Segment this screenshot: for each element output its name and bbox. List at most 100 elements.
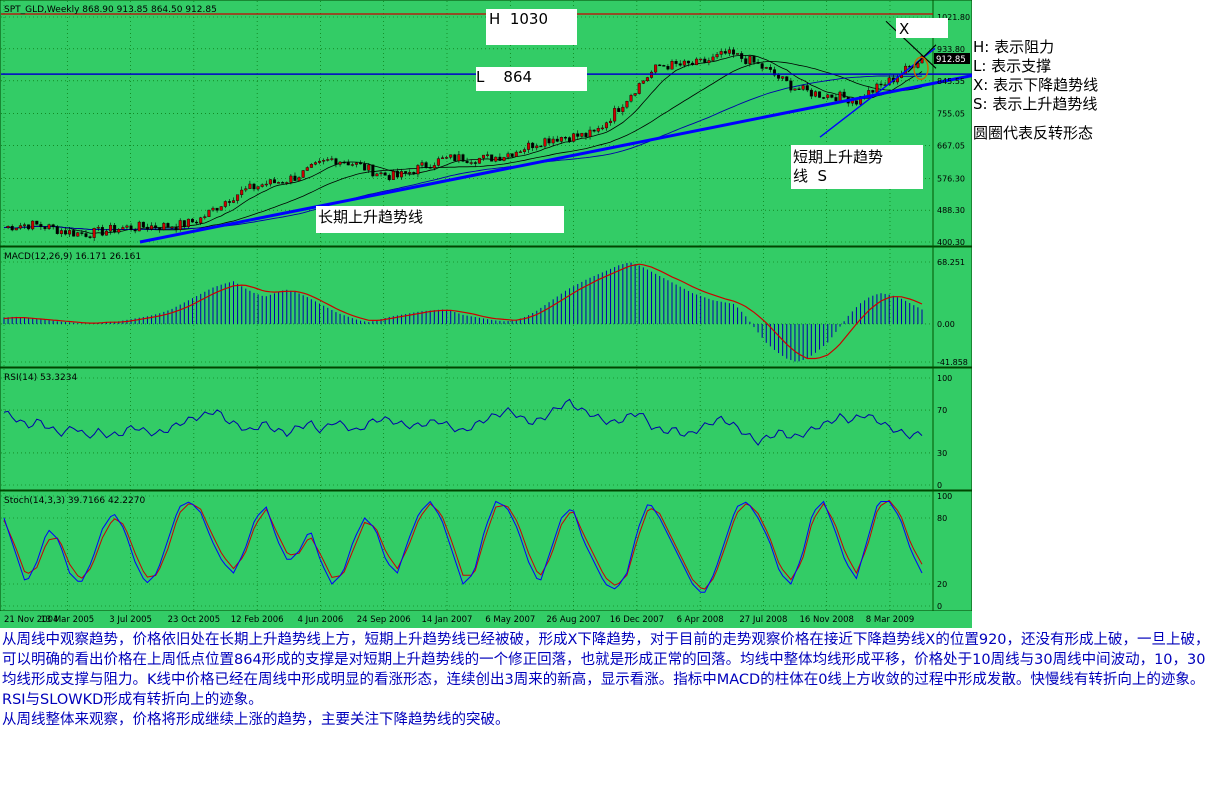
candle — [420, 160, 424, 169]
candle — [219, 206, 223, 211]
last-price-label: 912.85 — [936, 55, 966, 65]
candle — [256, 186, 260, 192]
candle — [719, 48, 723, 58]
candle — [711, 53, 715, 62]
long-trend-label-box — [316, 206, 564, 233]
candle — [477, 157, 481, 164]
candle — [264, 180, 268, 187]
candle — [441, 155, 445, 159]
candle — [59, 228, 63, 237]
date-tick-label: 21 Nov 2004 — [4, 615, 58, 625]
candle — [367, 163, 371, 174]
macd-tick-label: -41.858 — [937, 358, 968, 367]
candle — [342, 160, 346, 165]
candle — [244, 185, 248, 193]
candle — [96, 225, 100, 232]
candle — [223, 200, 227, 209]
candle — [162, 222, 166, 231]
legend-support: L: 表示支撑 — [973, 57, 1052, 75]
short-trend-label-2: 线 S — [793, 167, 827, 185]
candle — [55, 225, 59, 235]
candle — [14, 227, 18, 231]
candle — [490, 154, 494, 162]
candle — [768, 64, 772, 73]
stoch-d-line — [3, 499, 923, 590]
candle — [408, 169, 412, 177]
candle — [445, 155, 449, 160]
candle — [568, 136, 572, 143]
candle — [178, 218, 182, 232]
candle — [781, 76, 785, 82]
candle — [346, 159, 350, 166]
candle — [318, 158, 322, 165]
candle — [670, 59, 674, 70]
candle — [506, 151, 510, 160]
candle — [772, 66, 776, 77]
legend-resistance: H: 表示阻力 — [973, 38, 1055, 56]
candle — [752, 55, 756, 65]
candle — [154, 222, 158, 230]
candle — [834, 94, 838, 103]
candle — [654, 64, 658, 75]
candle — [584, 132, 588, 140]
candle — [43, 226, 47, 231]
candle — [703, 56, 707, 64]
candle — [645, 76, 649, 82]
candle — [354, 162, 358, 168]
macd-signal-line — [3, 263, 923, 360]
candle — [100, 224, 104, 237]
candle — [518, 149, 522, 153]
candle — [285, 181, 289, 186]
candle — [498, 153, 502, 161]
candle — [215, 207, 219, 213]
price-tick-label: 667.05 — [937, 141, 965, 150]
rsi-tick-label: 70 — [937, 406, 947, 415]
candle — [527, 140, 531, 153]
date-tick-label: 3 Jul 2005 — [109, 615, 152, 625]
candle — [629, 93, 633, 103]
price-panel-header: SPT_GLD,Weekly 868.90 913.85 864.50 912.… — [4, 5, 217, 15]
support-label: L 864 — [476, 68, 532, 86]
candle — [871, 89, 875, 95]
candle — [854, 100, 858, 106]
candle — [842, 88, 846, 99]
price-tick-label: 755.05 — [937, 110, 965, 119]
candle — [359, 160, 363, 165]
price-tick-label: 933.80 — [937, 45, 965, 54]
candle — [756, 59, 760, 64]
candle — [84, 230, 88, 238]
candle — [109, 222, 113, 235]
stoch-tick-label: 0 — [937, 602, 942, 611]
candle — [22, 222, 26, 229]
candle — [678, 60, 682, 67]
candle — [260, 183, 264, 188]
candle — [47, 223, 51, 231]
candle — [289, 174, 293, 185]
candle — [395, 168, 399, 179]
resistance-label: H 1030 — [489, 10, 548, 28]
candle — [748, 56, 752, 67]
candle — [322, 158, 326, 165]
stoch-panel — [0, 490, 972, 612]
candle — [522, 147, 526, 155]
candle — [535, 143, 539, 151]
candle — [182, 220, 186, 229]
candle — [240, 186, 244, 198]
x-label-box — [896, 18, 948, 38]
candle — [297, 176, 301, 181]
candle — [141, 221, 145, 229]
candle — [199, 216, 203, 226]
candle — [547, 135, 551, 146]
candle — [510, 153, 514, 158]
reversal-circle — [913, 56, 929, 81]
candle — [600, 124, 604, 131]
candle — [731, 47, 735, 58]
date-tick-label: 24 Sep 2006 — [357, 615, 411, 625]
candle — [559, 136, 563, 144]
candle — [514, 150, 518, 157]
candle — [621, 104, 625, 116]
candle — [609, 118, 613, 126]
last-price-box — [934, 53, 970, 64]
date-tick-label: 26 Aug 2007 — [546, 615, 600, 625]
candle — [461, 153, 465, 163]
